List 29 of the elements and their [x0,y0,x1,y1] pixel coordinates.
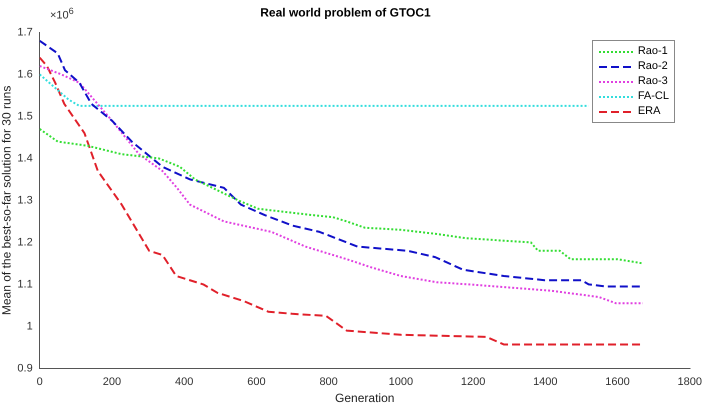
y-tick-label: 1 [26,320,33,332]
x-tick-label: 1800 [678,376,702,388]
x-tick-label: 1600 [605,376,630,388]
x-tick-label: 800 [319,376,338,388]
legend-label: Rao-3 [638,74,668,89]
y-tick-label: 1.3 [17,194,33,206]
y-tick-label: 1.6 [17,68,33,80]
x-tick-label: 1400 [533,376,558,388]
legend-label: Rao-2 [638,59,668,74]
text: ×10$^{6}$ [50,6,74,22]
y-tick-label: 1.1 [17,278,33,290]
line-series [40,128,644,264]
x-axis-title: Generation [335,391,394,406]
y-tick-label: 1.5 [17,110,33,122]
x-tick-label: 1200 [460,376,486,388]
y-tick-label: 1.7 [17,26,33,38]
y-axis-title: Mean of the best-so-far solution for 30 runs [0,86,14,316]
y-tick-label: 1.2 [17,236,33,248]
legend-label: Rao-1 [638,44,668,59]
legend-label: FA-CL [638,89,669,104]
y-tick-label: 0.9 [17,362,33,374]
x-tick-label: 1000 [388,376,414,388]
x-tick-label: 400 [174,376,194,388]
x-tick-label: 600 [247,376,266,388]
legend-label: ERA [638,104,660,119]
x-tick-label: 0 [36,376,43,388]
x-tick-label: 200 [102,376,122,388]
chart-title: Real world problem of GTOC1 [260,6,432,20]
y-tick-label: 1.4 [17,152,33,164]
